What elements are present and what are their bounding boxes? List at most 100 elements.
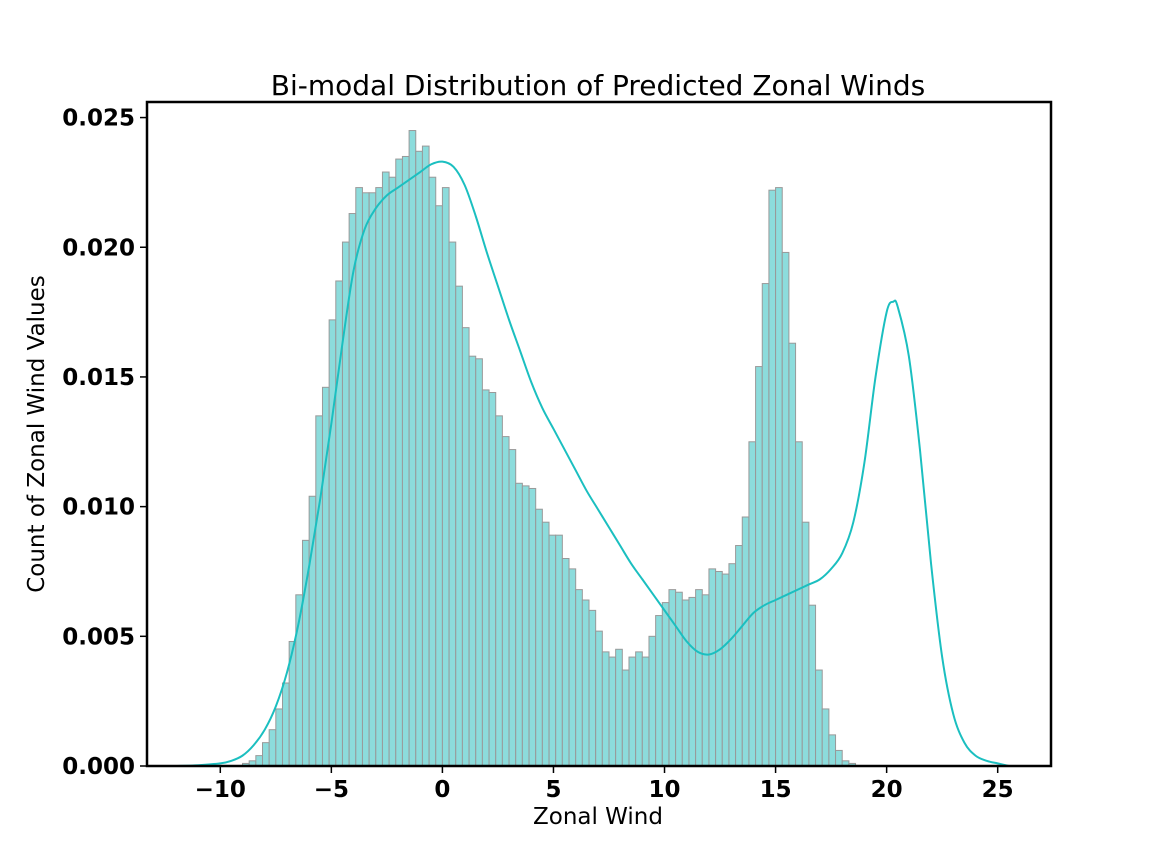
histogram-bar <box>695 589 703 767</box>
histogram-bar <box>388 176 397 767</box>
histogram-bar <box>275 708 283 767</box>
x-tick-label: 10 <box>649 777 681 803</box>
histogram-bar <box>728 563 737 767</box>
histogram-bar <box>408 130 417 767</box>
histogram-bar <box>535 508 543 767</box>
x-tick-label: 20 <box>871 777 903 803</box>
histogram-bar <box>448 241 457 767</box>
histogram-bar <box>795 441 803 767</box>
histogram-bar <box>775 187 783 767</box>
histogram-bar <box>761 283 770 767</box>
histogram-bar <box>328 319 337 767</box>
histogram-bar <box>781 251 790 767</box>
histogram-bar <box>441 187 450 767</box>
histogram-bar <box>368 192 377 767</box>
histogram-bar <box>575 589 583 767</box>
x-tick-label: −5 <box>314 777 349 803</box>
histogram-bar <box>461 327 470 767</box>
histogram-bar <box>635 651 643 767</box>
histogram-bar <box>675 591 683 767</box>
histogram-bar <box>828 734 837 767</box>
histogram-bar <box>601 651 610 767</box>
histogram-bar <box>735 545 743 767</box>
histogram-bar <box>755 366 763 767</box>
histogram-bar <box>435 205 443 767</box>
kde-curve <box>175 160 1010 767</box>
x-tick-label: 5 <box>545 777 561 803</box>
chart-title: Bi-modal Distribution of Predicted Zonal… <box>271 69 925 102</box>
histogram-bar <box>641 656 650 767</box>
histogram-bar <box>488 392 497 767</box>
histogram-bar <box>788 342 797 767</box>
histogram-bar <box>468 355 477 767</box>
histogram-bar <box>555 534 563 767</box>
y-tick-label: 0.015 <box>62 365 135 391</box>
y-tick-label: 0.005 <box>62 624 135 650</box>
histogram-bar <box>835 749 843 767</box>
histogram-bar <box>741 516 750 767</box>
histogram-bar <box>681 599 690 767</box>
histogram-bar <box>261 742 270 767</box>
histogram-bar <box>648 635 657 767</box>
x-axis-label: Zonal Wind <box>533 804 663 830</box>
histogram-bar <box>661 602 670 767</box>
histogram-bar <box>688 596 697 767</box>
histogram-bar <box>621 669 630 767</box>
histogram-bar <box>608 656 617 767</box>
histogram-bar <box>481 389 490 767</box>
histogram-bar <box>528 487 537 767</box>
histogram-bar <box>615 648 623 767</box>
histogram-bar <box>588 609 597 767</box>
histogram-bar <box>508 449 517 767</box>
histogram-bar <box>595 630 603 767</box>
histogram-bar <box>815 669 823 767</box>
histogram-bar <box>421 145 430 767</box>
histogram-bar <box>381 171 390 767</box>
histogram-bar <box>821 708 830 767</box>
histogram-bar <box>628 656 637 767</box>
histogram-bar <box>561 558 570 767</box>
y-tick-label: 0.010 <box>62 495 135 521</box>
y-tick-label: 0.025 <box>62 106 135 132</box>
histogram-bar <box>708 568 717 767</box>
histogram-bar <box>395 158 403 767</box>
y-tick-label: 0.000 <box>62 754 135 780</box>
histogram-bar <box>375 187 383 767</box>
histogram-bar <box>515 482 523 767</box>
x-axis: −10 −5 0 5 10 15 20 25 <box>195 766 1014 803</box>
histogram-bar <box>701 594 710 767</box>
histogram-bar <box>495 415 503 767</box>
histogram-bar <box>548 534 557 767</box>
histogram-bar <box>455 285 463 767</box>
histogram-bar <box>401 155 410 767</box>
histogram-bar <box>808 604 817 767</box>
plot-frame <box>145 100 1053 768</box>
histogram-bar <box>581 599 590 767</box>
histogram-bar <box>315 415 323 767</box>
x-tick-label: −10 <box>195 777 246 803</box>
y-axis-label: Count of Zonal Wind Values <box>24 275 50 593</box>
x-tick-label: 15 <box>760 777 792 803</box>
x-tick-label: 0 <box>434 777 450 803</box>
histogram-bar <box>801 521 810 767</box>
histogram-bar <box>715 570 723 767</box>
histogram-bar <box>415 150 423 767</box>
histogram-bar <box>655 615 663 767</box>
histogram-bar <box>568 568 577 767</box>
x-tick-label: 25 <box>982 777 1014 803</box>
bars-group <box>242 130 857 767</box>
histogram-bar <box>541 521 550 767</box>
histogram-bar <box>748 441 757 767</box>
histogram-bar <box>501 436 510 767</box>
histogram-bar <box>475 358 483 767</box>
histogram-bar <box>281 682 290 767</box>
y-tick-label: 0.020 <box>62 235 135 261</box>
histogram-bar <box>768 189 777 767</box>
histogram-bar <box>521 485 530 767</box>
histogram-bar <box>668 589 677 767</box>
histogram-bar <box>361 192 370 767</box>
histogram-bar <box>721 573 730 767</box>
histogram-bar <box>268 729 277 767</box>
y-axis: 0.000 0.005 0.010 0.015 0.020 0.025 <box>62 106 147 780</box>
histogram-bar <box>255 755 263 767</box>
